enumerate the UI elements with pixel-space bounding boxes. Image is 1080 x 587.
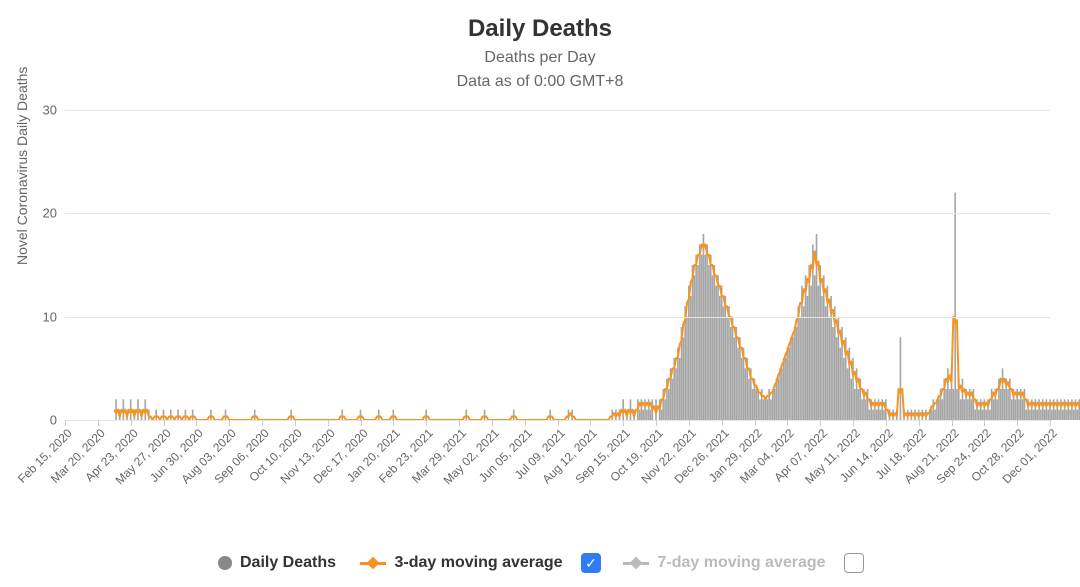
legend-label: 3-day moving average: [394, 554, 562, 572]
legend-item-3day-ma[interactable]: 3-day moving average: [360, 554, 562, 572]
y-axis-title: Novel Coronavirus Daily Deaths: [14, 67, 30, 265]
y-tick-label: 10: [43, 309, 57, 324]
line-marker-icon: [623, 562, 649, 565]
chart-subtitle-2: Data as of 0:00 GMT+8: [0, 72, 1080, 92]
legend-item-daily-deaths[interactable]: Daily Deaths: [218, 554, 336, 572]
circle-icon: [218, 556, 232, 570]
series-svg: [65, 110, 1050, 420]
chart-title: Daily Deaths: [0, 14, 1080, 44]
checkbox-7day-ma[interactable]: [844, 553, 864, 573]
line-marker-icon: [360, 562, 386, 565]
legend-label: Daily Deaths: [240, 554, 336, 572]
chart-container: Daily Deaths Deaths per Day Data as of 0…: [0, 0, 1080, 587]
y-tick-label: 20: [43, 206, 57, 221]
legend: Daily Deaths 3-day moving average ✓ 7-da…: [0, 553, 1080, 573]
bars-series: [115, 193, 1080, 420]
y-tick-label: 30: [43, 103, 57, 118]
legend-label: 7-day moving average: [657, 554, 825, 572]
chart-subtitle-1: Deaths per Day: [0, 48, 1080, 68]
line-3day-ma: [114, 244, 1080, 420]
plot-area[interactable]: 0102030Feb 15, 2020Mar 20, 2020Apr 23, 2…: [65, 110, 1050, 420]
chart-titles: Daily Deaths Deaths per Day Data as of 0…: [0, 0, 1080, 92]
y-tick-label: 0: [50, 413, 57, 428]
checkbox-3day-ma[interactable]: ✓: [581, 553, 601, 573]
legend-item-7day-ma[interactable]: 7-day moving average: [623, 554, 825, 572]
